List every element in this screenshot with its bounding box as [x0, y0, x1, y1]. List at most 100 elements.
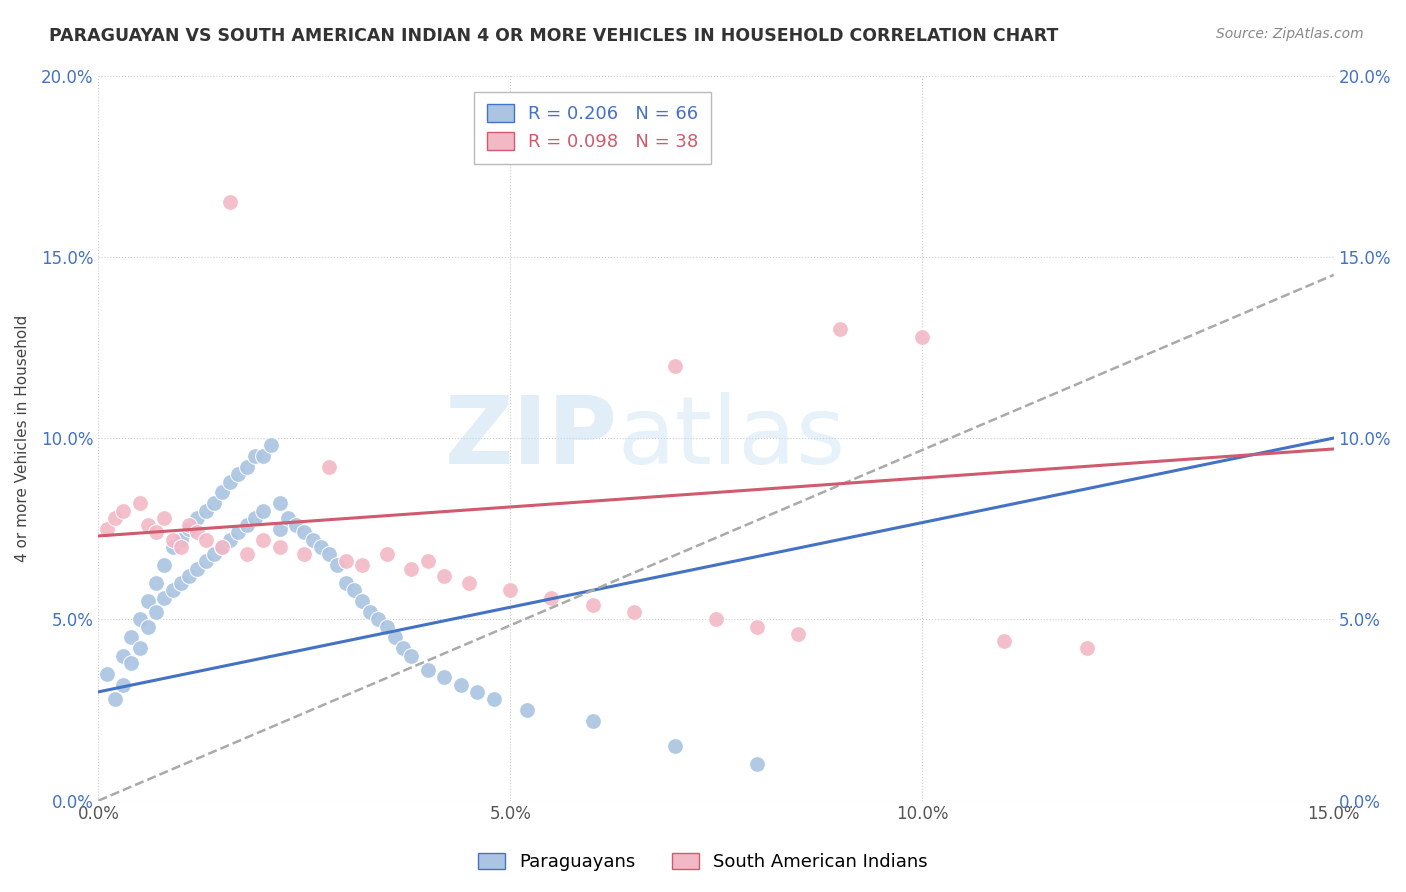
Point [285, 518, 308, 533]
Text: Source: ZipAtlas.com: Source: ZipAtlas.com [1216, 27, 1364, 41]
Point [664, 359, 686, 373]
Point [350, 558, 373, 572]
Y-axis label: 4 or more Vehicles in Household: 4 or more Vehicles in Household [15, 315, 30, 562]
Point [540, 591, 562, 605]
Point [375, 619, 398, 633]
Point [120, 656, 142, 670]
Point [292, 525, 315, 540]
Point [145, 576, 167, 591]
Point [186, 525, 208, 540]
Point [235, 460, 257, 475]
Point [219, 195, 242, 210]
Point [186, 511, 208, 525]
Point [269, 522, 291, 536]
Point [235, 518, 257, 533]
Point [335, 576, 357, 591]
Point [269, 540, 291, 554]
Point [516, 703, 538, 717]
Point [401, 561, 423, 575]
Point [252, 449, 274, 463]
Legend: R = 0.206   N = 66, R = 0.098   N = 38: R = 0.206 N = 66, R = 0.098 N = 38 [474, 92, 711, 164]
Point [318, 547, 340, 561]
Point [1076, 641, 1098, 656]
Point [153, 511, 176, 525]
Point [96, 666, 118, 681]
Point [581, 714, 603, 728]
Point [458, 576, 481, 591]
Point [211, 540, 233, 554]
Point [747, 619, 769, 633]
Point [162, 583, 184, 598]
Point [269, 496, 291, 510]
Point [235, 547, 257, 561]
Point [162, 540, 184, 554]
Legend: Paraguayans, South American Indians: Paraguayans, South American Indians [471, 846, 935, 879]
Point [450, 677, 472, 691]
Point [401, 648, 423, 663]
Point [194, 503, 217, 517]
Point [252, 533, 274, 547]
Point [243, 449, 266, 463]
Point [177, 569, 200, 583]
Point [211, 540, 233, 554]
Point [828, 322, 851, 336]
Point [194, 554, 217, 568]
Point [112, 503, 135, 517]
Point [211, 485, 233, 500]
Point [252, 503, 274, 517]
Point [433, 569, 456, 583]
Point [243, 511, 266, 525]
Point [228, 525, 250, 540]
Text: ZIP: ZIP [444, 392, 617, 484]
Point [277, 511, 299, 525]
Point [202, 547, 225, 561]
Text: PARAGUAYAN VS SOUTH AMERICAN INDIAN 4 OR MORE VEHICLES IN HOUSEHOLD CORRELATION : PARAGUAYAN VS SOUTH AMERICAN INDIAN 4 OR… [49, 27, 1059, 45]
Point [170, 576, 193, 591]
Point [153, 591, 176, 605]
Point [787, 627, 810, 641]
Point [911, 329, 934, 343]
Point [177, 518, 200, 533]
Point [359, 605, 381, 619]
Point [228, 467, 250, 482]
Point [326, 558, 349, 572]
Text: atlas: atlas [617, 392, 845, 484]
Point [128, 496, 150, 510]
Point [482, 692, 505, 706]
Point [202, 496, 225, 510]
Point [392, 641, 415, 656]
Point [177, 522, 200, 536]
Point [104, 511, 127, 525]
Point [416, 663, 439, 677]
Point [136, 518, 159, 533]
Point [136, 594, 159, 608]
Point [416, 554, 439, 568]
Point [623, 605, 645, 619]
Point [465, 685, 488, 699]
Point [194, 533, 217, 547]
Point [704, 612, 727, 626]
Point [162, 533, 184, 547]
Point [581, 598, 603, 612]
Point [145, 525, 167, 540]
Point [112, 677, 135, 691]
Point [384, 631, 406, 645]
Point [664, 739, 686, 754]
Point [343, 583, 366, 598]
Point [96, 522, 118, 536]
Point [120, 631, 142, 645]
Point [499, 583, 522, 598]
Point [153, 558, 176, 572]
Point [318, 460, 340, 475]
Point [375, 547, 398, 561]
Point [433, 670, 456, 684]
Point [219, 475, 242, 489]
Point [170, 540, 193, 554]
Point [301, 533, 323, 547]
Point [186, 561, 208, 575]
Point [128, 641, 150, 656]
Point [993, 634, 1015, 648]
Point [104, 692, 127, 706]
Point [309, 540, 332, 554]
Point [260, 438, 283, 452]
